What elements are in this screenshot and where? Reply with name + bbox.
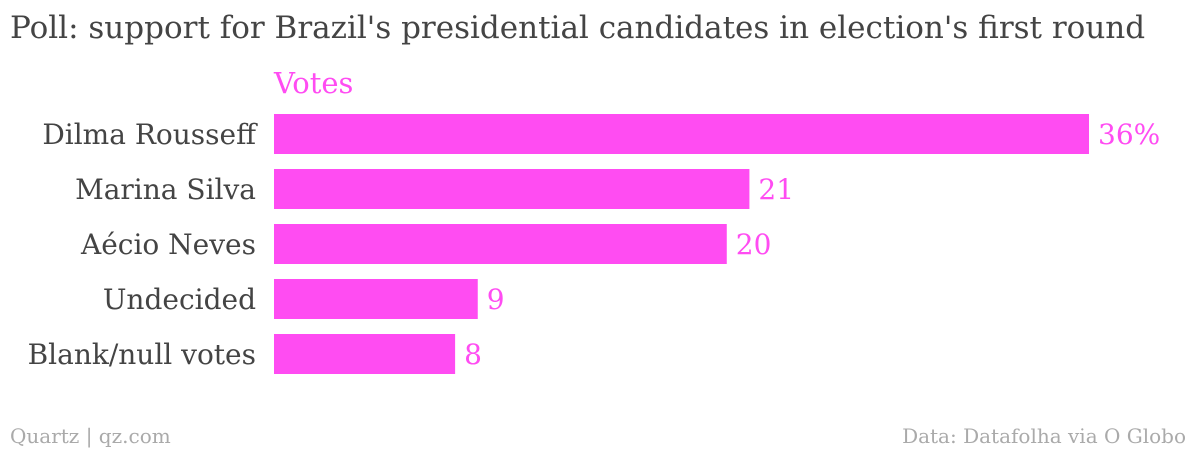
category-label: Marina Silva	[75, 173, 256, 206]
bar	[274, 224, 727, 264]
value-label: 20	[736, 228, 772, 261]
value-label: 8	[464, 338, 482, 371]
bar	[274, 169, 750, 209]
value-label: 36%	[1098, 118, 1160, 151]
footer-source: Data: Datafolha via O Globo	[902, 424, 1186, 448]
bars-group: Dilma Rousseff 36% Marina Silva 21 Aécio Nev…	[28, 114, 1160, 374]
category-label: Aécio Neves	[80, 228, 256, 261]
category-label: Undecided	[103, 283, 256, 316]
category-label: Dilma Rousseff	[42, 118, 258, 151]
value-label: 9	[487, 283, 505, 316]
category-label: Blank/null votes	[28, 338, 256, 371]
bar	[274, 114, 1089, 154]
series-legend-label: Votes	[273, 66, 353, 100]
bar	[274, 279, 478, 319]
chart-title: Poll: support for Brazil's presidential …	[10, 10, 1146, 46]
bar	[274, 334, 456, 374]
value-label: 21	[758, 173, 794, 206]
footer-credit: Quartz | qz.com	[10, 424, 171, 448]
